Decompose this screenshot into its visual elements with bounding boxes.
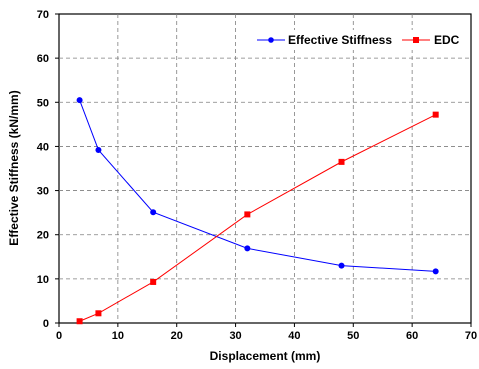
- data-point-edc: [76, 318, 83, 325]
- legend: Effective Stiffness EDC: [250, 30, 465, 50]
- data-point-effective-stiffness: [244, 245, 251, 252]
- x-tick-label: 20: [171, 330, 183, 342]
- grid-lines: [59, 14, 471, 323]
- x-tick-label: 60: [406, 330, 418, 342]
- legend-box: [250, 30, 465, 50]
- y-tick-label: 70: [37, 9, 49, 21]
- series-layer: [76, 97, 439, 325]
- legend-label-edc: EDC: [434, 33, 460, 47]
- data-point-edc: [432, 111, 439, 118]
- x-axis-title: Displacement (mm): [210, 349, 321, 363]
- y-tick-label: 40: [37, 141, 49, 153]
- y-tick-label: 20: [37, 230, 49, 242]
- axis-ticks: 0 10 20 30 40 50 60 70 0 10 20 30 40 50 60 70: [37, 9, 477, 342]
- y-tick-label: 50: [37, 97, 49, 109]
- y-axis-title: Effective Stiffness (kN/mm): [7, 90, 21, 245]
- x-tick-label: 70: [465, 330, 477, 342]
- legend-entry-edc: EDC: [402, 33, 460, 47]
- data-point-effective-stiffness: [432, 268, 439, 275]
- legend-marker-effective-stiffness: [268, 37, 274, 43]
- y-tick-label: 10: [37, 274, 49, 286]
- y-tick-label: 60: [37, 53, 49, 65]
- plot-area: [58, 13, 472, 324]
- data-point-edc: [338, 158, 345, 165]
- legend-marker-edc: [413, 37, 419, 43]
- data-point-effective-stiffness: [338, 262, 345, 269]
- data-point-effective-stiffness: [150, 209, 157, 216]
- legend-label-effective-stiffness: Effective Stiffness: [288, 33, 392, 47]
- data-point-edc: [95, 310, 102, 317]
- series-line-edc: [79, 114, 436, 322]
- x-tick-label: 10: [112, 330, 124, 342]
- data-point-effective-stiffness: [76, 97, 83, 104]
- data-point-edc: [244, 211, 251, 218]
- y-tick-label: 30: [37, 186, 49, 198]
- x-tick-label: 40: [288, 330, 300, 342]
- series-line-effective-stiffness: [79, 99, 436, 272]
- data-point-edc: [150, 278, 157, 285]
- data-point-effective-stiffness: [95, 146, 102, 153]
- legend-entry-effective-stiffness: Effective Stiffness: [257, 33, 392, 47]
- y-tick-label: 0: [43, 318, 49, 330]
- x-tick-label: 0: [56, 330, 62, 342]
- x-tick-label: 50: [347, 330, 359, 342]
- x-tick-label: 30: [229, 330, 241, 342]
